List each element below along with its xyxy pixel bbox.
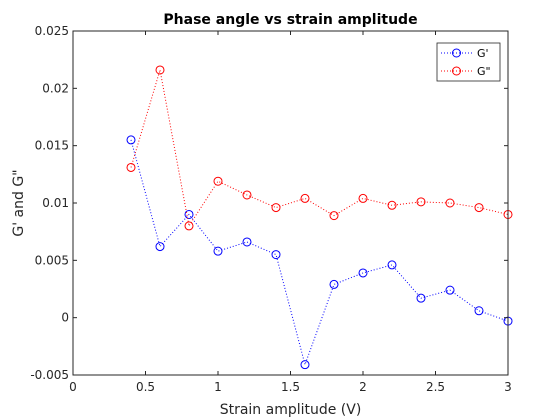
data-point: [358, 268, 368, 278]
data-point: [387, 260, 397, 270]
data-point: [155, 65, 165, 75]
x-tick-label: 1.5: [281, 380, 300, 394]
legend-marker-g-double-prime: [452, 66, 461, 76]
x-axis-label: Strain amplitude (V): [220, 402, 362, 418]
data-point: [416, 197, 426, 207]
y-tick-label: -0.005: [30, 368, 69, 382]
legend: G' G": [436, 42, 501, 82]
legend-label-g-prime: G': [477, 47, 489, 60]
x-axis-ticks: 0 0.5 1 1.5 2 2.5 3: [69, 31, 512, 394]
data-point: [184, 221, 194, 231]
data-point: [445, 198, 455, 208]
legend-marker-g-prime: [452, 48, 461, 58]
y-tick-label: 0.01: [42, 196, 69, 210]
data-point: [155, 242, 165, 252]
y-axis-label: G' and G": [11, 169, 27, 236]
plot-content: [126, 65, 513, 370]
x-tick-label: 1: [214, 380, 222, 394]
data-point: [213, 246, 223, 256]
data-point: [126, 135, 136, 145]
data-point: [271, 203, 281, 213]
series-1: [126, 65, 513, 231]
x-tick-label: 2: [359, 380, 367, 394]
x-tick-label: 3: [504, 380, 512, 394]
data-point: [474, 306, 484, 316]
y-tick-label: 0: [61, 311, 69, 325]
series-0: [126, 135, 513, 370]
chart-title: Phase angle vs strain amplitude: [163, 12, 417, 28]
data-point: [474, 203, 484, 213]
legend-label-g-double-prime: G": [477, 65, 491, 78]
data-point: [126, 162, 136, 172]
data-point: [387, 200, 397, 210]
data-point: [242, 237, 252, 247]
data-point: [242, 190, 252, 200]
y-tick-label: 0.02: [42, 81, 69, 95]
data-point: [300, 193, 310, 203]
data-point: [358, 193, 368, 203]
data-point: [300, 360, 310, 370]
y-tick-label: 0.015: [35, 139, 69, 153]
data-point: [416, 293, 426, 303]
data-point: [184, 209, 194, 219]
plot-area: [73, 31, 508, 375]
y-tick-label: 0.025: [35, 24, 69, 38]
data-point: [329, 279, 339, 289]
y-axis-ticks: -0.005 0 0.005 0.01 0.015 0.02 0.025: [30, 24, 508, 382]
x-tick-label: 2.5: [426, 380, 445, 394]
legend-box: [436, 42, 501, 82]
y-tick-label: 0.005: [35, 253, 69, 267]
data-point: [445, 285, 455, 295]
data-point: [271, 250, 281, 260]
data-point: [213, 176, 223, 186]
data-point: [329, 211, 339, 221]
series-line: [130, 69, 509, 228]
x-tick-label: 0.5: [136, 380, 155, 394]
x-tick-label: 0: [69, 380, 77, 394]
